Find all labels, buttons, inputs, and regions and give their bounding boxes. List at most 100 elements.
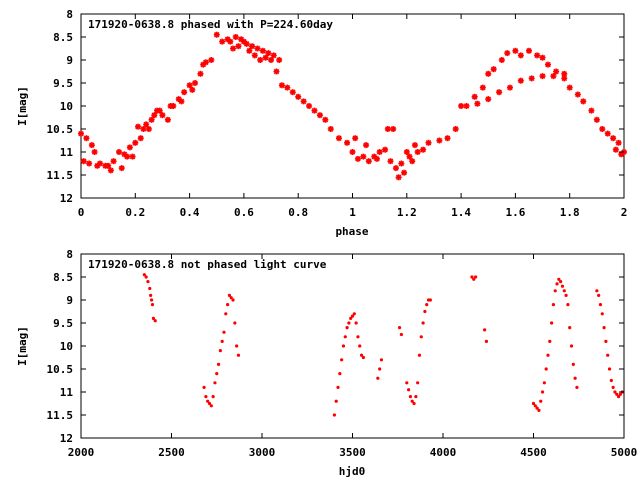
data-point [379, 358, 384, 362]
data-point [335, 135, 342, 142]
data-points [78, 31, 627, 181]
data-point [566, 303, 570, 307]
y-tick-label: 11 [60, 146, 74, 159]
y-tick-label: 9 [66, 294, 73, 307]
data-point [340, 358, 344, 362]
y-tick-label: 10 [60, 340, 73, 353]
data-point [409, 158, 416, 165]
data-point [599, 126, 606, 132]
data-points [142, 273, 624, 417]
data-point [151, 316, 155, 320]
data-point [479, 84, 486, 91]
data-point [575, 385, 579, 389]
data-point [334, 399, 338, 403]
data-point [189, 86, 196, 93]
data-point [387, 158, 394, 165]
data-point [254, 45, 261, 52]
data-point [406, 153, 413, 160]
data-point [485, 96, 492, 103]
data-point [484, 339, 489, 343]
data-point [341, 344, 346, 348]
y-axis-label: I[mag] [16, 326, 29, 366]
data-point [126, 144, 133, 151]
data-point [219, 38, 226, 45]
data-point [137, 135, 144, 142]
data-point [531, 401, 536, 406]
x-tick-label: 2 [621, 206, 628, 219]
data-point [146, 280, 150, 284]
data-point [363, 142, 370, 149]
y-tick-label: 8 [66, 248, 73, 261]
data-point [268, 57, 275, 63]
data-point [186, 82, 193, 89]
x-tick-label: 5000 [611, 446, 638, 459]
data-point [568, 326, 572, 330]
data-point [452, 126, 459, 132]
data-point [528, 75, 535, 82]
data-point [613, 390, 617, 394]
x-tick-label: 4500 [520, 446, 547, 459]
y-tick-label: 8.5 [53, 31, 73, 44]
data-point [91, 149, 98, 155]
data-point [615, 139, 622, 146]
data-point [197, 70, 204, 77]
y-tick-label: 11.5 [47, 409, 74, 422]
data-point [124, 153, 131, 160]
data-point [233, 321, 237, 325]
data-point [588, 107, 595, 114]
data-point [425, 303, 429, 307]
data-point [384, 126, 391, 132]
data-point [306, 103, 313, 109]
data-point [208, 57, 215, 63]
data-point [539, 73, 546, 80]
data-point [474, 100, 481, 107]
data-point [343, 335, 347, 339]
data-point [580, 98, 587, 105]
data-point [295, 93, 302, 100]
data-point [215, 372, 219, 376]
data-point [284, 84, 291, 91]
data-point [159, 112, 166, 119]
data-point [178, 98, 185, 105]
data-point [506, 84, 513, 91]
data-point [405, 381, 409, 385]
data-point [504, 50, 511, 57]
data-point [142, 273, 146, 277]
data-point [470, 275, 474, 279]
data-point [444, 135, 451, 142]
x-tick-label: 1.2 [397, 206, 417, 219]
data-point [392, 165, 399, 172]
data-point [598, 303, 603, 307]
data-point [615, 392, 619, 396]
data-point [562, 289, 566, 293]
unphased-light-curve-panel: 2000 2500 3000 3500 4000 4500 5000 8 8.5 9 9.5 10 1… [16, 248, 637, 478]
data-point [249, 43, 256, 50]
data-point [107, 167, 114, 174]
data-point [338, 372, 342, 376]
data-point [607, 367, 612, 371]
data-point [537, 408, 541, 412]
data-point [232, 34, 239, 40]
x-axis-label: phase [335, 225, 368, 238]
y-tick-label: 10.5 [47, 123, 74, 136]
data-point [332, 413, 336, 417]
y-axis-ticks: 8 8.5 9 9.5 10 10.5 11 11.5 12 [47, 8, 624, 205]
x-tick-label: 3500 [339, 446, 366, 459]
data-point [539, 399, 543, 403]
data-point [231, 298, 235, 302]
data-point [557, 277, 561, 281]
data-point [211, 395, 215, 399]
data-point [218, 349, 222, 353]
data-point [472, 277, 476, 281]
data-point [535, 406, 539, 410]
data-point [373, 155, 380, 162]
data-point [555, 282, 559, 286]
data-point [553, 289, 557, 293]
data-point [129, 153, 136, 160]
data-point [349, 149, 356, 155]
data-point [213, 381, 217, 385]
data-point [289, 89, 296, 96]
data-point [344, 139, 351, 146]
y-tick-label: 8 [66, 8, 73, 21]
